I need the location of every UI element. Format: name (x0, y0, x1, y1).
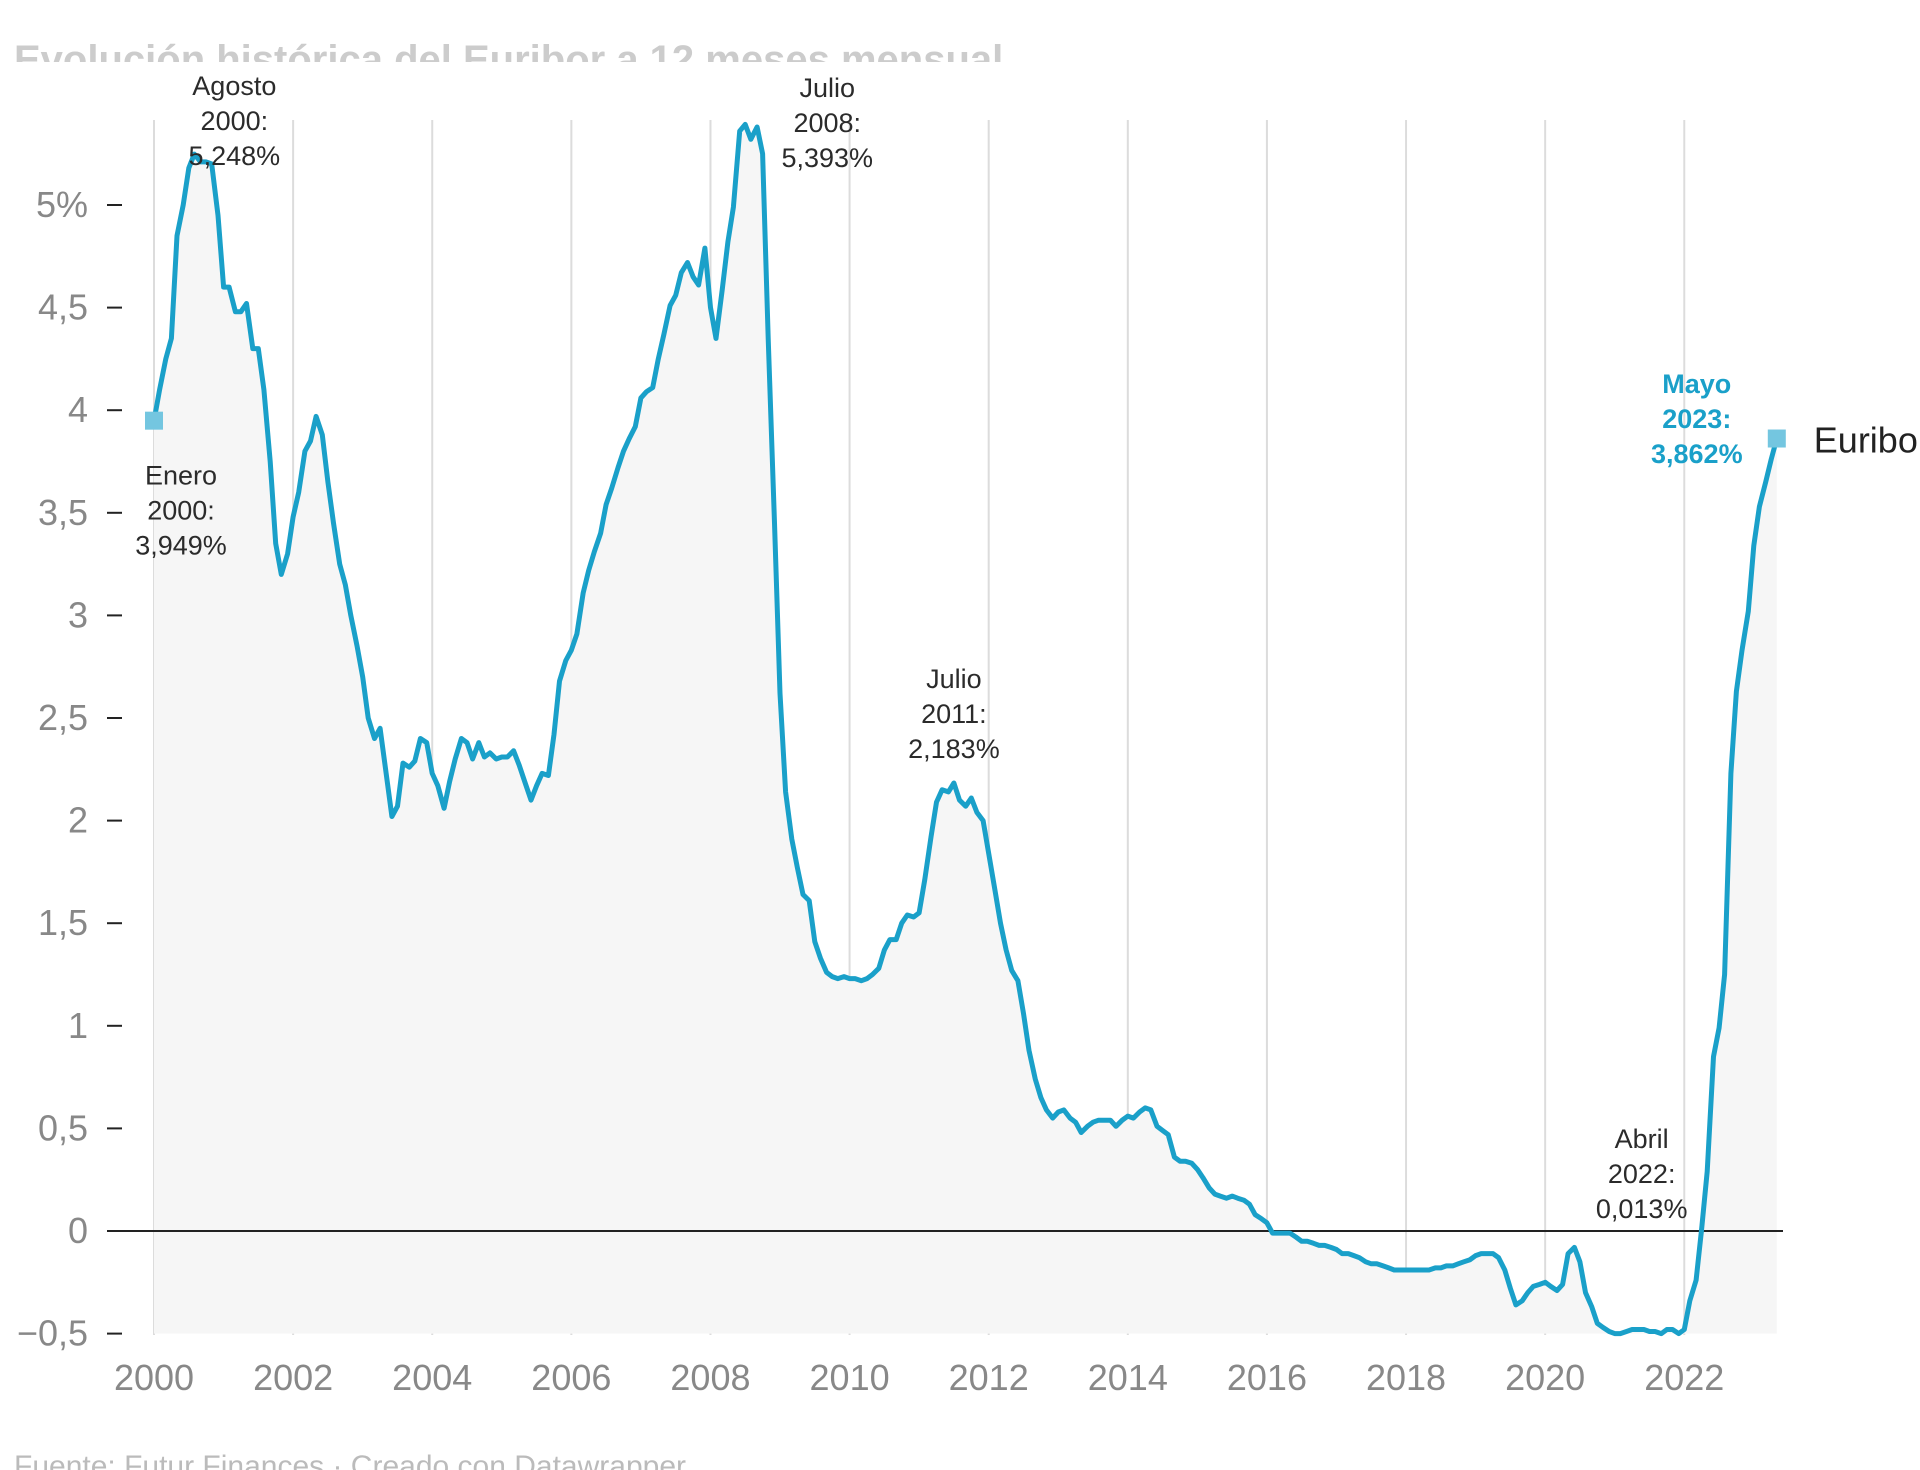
x-tick-label-2000: 2000 (114, 1357, 194, 1398)
annotation-0-line-2: 3,949% (135, 531, 227, 561)
x-tick-label-2016: 2016 (1227, 1357, 1307, 1398)
x-axis: 2000 2002 2004 2006 2008 2010 2012 2014 2016 2018… (114, 1357, 1724, 1398)
y-tick-label-2: 0,5 (38, 1107, 88, 1148)
x-tick-label-2012: 2012 (949, 1357, 1029, 1398)
x-tick-label-2006: 2006 (531, 1357, 611, 1398)
endpoint-marker-1 (1767, 429, 1786, 448)
endpoint-marker-0 (145, 411, 163, 430)
x-tick-label-2002: 2002 (253, 1357, 333, 1398)
y-tick-label-4: 1,5 (38, 902, 88, 943)
y-tick-label-9: 4 (68, 389, 88, 430)
annotation-5-line-2: 3,862% (1651, 439, 1743, 469)
y-tick-label-0: −0,5 (17, 1313, 88, 1354)
y-tick-label-1: 0 (68, 1210, 88, 1251)
annotation-0-line-0: Enero (145, 461, 217, 491)
annotation-2-line-1: 2008: (793, 108, 861, 138)
series-label-euribor: Euribor (1814, 420, 1920, 461)
annotation-4-line-1: 2022: (1608, 1159, 1676, 1189)
annotation-4-line-2: 0,013% (1596, 1194, 1688, 1224)
y-tick-label-11: 5% (36, 184, 88, 225)
annotation-4-line-0: Abril (1615, 1124, 1669, 1154)
area-fill (154, 124, 1777, 1334)
x-tick-label-2010: 2010 (810, 1357, 890, 1398)
y-tick-label-3: 1 (68, 1005, 88, 1046)
annotation-1-line-0: Agosto (192, 71, 276, 101)
y-tick-label-10: 4,5 (38, 287, 88, 328)
x-tick-label-2022: 2022 (1644, 1357, 1724, 1398)
y-tick-label-7: 3 (68, 594, 88, 635)
chart-title-fragment: Evolución histórica del Euribor a 12 mes… (14, 38, 1004, 62)
y-tick-label-8: 3,5 (38, 492, 88, 533)
annotation-0-line-1: 2000: (147, 496, 215, 526)
annotation-3-line-0: Julio (926, 664, 982, 694)
annotation-5-line-0: Mayo (1662, 369, 1731, 399)
x-tick-label-2014: 2014 (1088, 1357, 1168, 1398)
annotation-2-line-2: 5,393% (781, 143, 873, 173)
euribor-series-line (151, 121, 1780, 1337)
x-tick-label-2008: 2008 (670, 1357, 750, 1398)
endpoint-markers (145, 411, 1786, 448)
annotation-1-line-2: 5,248% (189, 141, 281, 171)
annotation-2-line-0: Julio (799, 73, 855, 103)
x-tick-label-2018: 2018 (1366, 1357, 1446, 1398)
y-tick-label-5: 2 (68, 800, 88, 841)
annotations: Enero 2000: 3,949% Agosto 2000: 5,248% Julio 20… (135, 71, 1742, 1224)
source-note-fragment: Fuente: Futur Finances · Creado con Data… (14, 1450, 686, 1470)
annotation-3-line-2: 2,183% (908, 734, 1000, 764)
y-axis: −0,5 0 0,5 1 1,5 2 2,5 3 3,5 4 4,5 5% (17, 184, 122, 1354)
x-tick-label-2004: 2004 (392, 1357, 472, 1398)
annotation-3-line-1: 2011: (921, 699, 987, 729)
y-tick-label-6: 2,5 (38, 697, 88, 738)
x-tick-label-2020: 2020 (1505, 1357, 1585, 1398)
annotation-5-line-1: 2023: (1662, 404, 1731, 434)
annotation-1-line-1: 2000: (201, 106, 269, 136)
